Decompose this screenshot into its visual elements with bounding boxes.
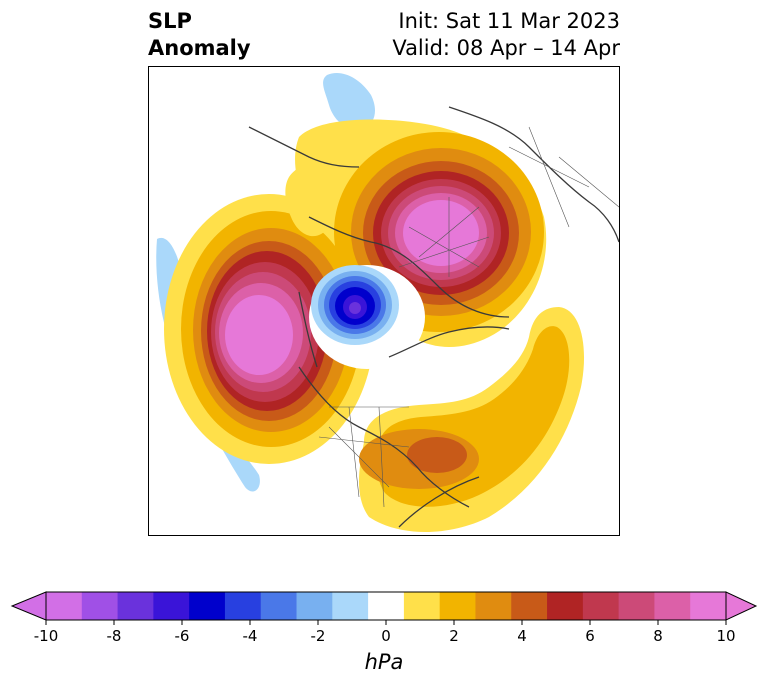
map-dates: Init: Sat 11 Mar 2023 Valid: 08 Apr – 14… xyxy=(260,8,620,62)
map-title: SLP Anomaly xyxy=(148,8,348,62)
colorbar-swatch xyxy=(260,592,298,620)
colorbar-swatch xyxy=(368,592,405,620)
colorbar-tick-label: 8 xyxy=(653,627,663,645)
colorbar-swatch xyxy=(582,592,620,620)
colorbar-under-arrow xyxy=(10,591,47,621)
colorbar-tick-label: 2 xyxy=(449,627,459,645)
colorbar xyxy=(10,591,758,625)
colorbar-tick-label: 6 xyxy=(585,627,595,645)
title-line-2: Anomaly xyxy=(148,36,251,60)
east-siberia-weak-low xyxy=(323,73,375,130)
colorbar-swatch xyxy=(46,592,83,620)
colorbar-swatch xyxy=(403,592,441,620)
colorbar-swatch xyxy=(189,592,226,620)
colorbar-swatch xyxy=(475,592,512,620)
colorbar-swatch xyxy=(332,592,369,620)
init-date: Init: Sat 11 Mar 2023 xyxy=(398,9,620,33)
colorbar-over-arrow xyxy=(725,591,758,621)
colorbar-swatch xyxy=(690,592,727,620)
coastlines xyxy=(248,106,619,528)
colorbar-swatch xyxy=(439,592,476,620)
north-pacific-high xyxy=(164,194,374,464)
map-panel xyxy=(148,66,620,536)
colorbar-swatch xyxy=(117,592,154,620)
colorbar-swatch xyxy=(153,592,190,620)
colorbar-swatch xyxy=(654,592,691,620)
title-line-1: SLP xyxy=(148,9,192,33)
colorbar-swatch xyxy=(547,592,584,620)
colorbar-tick-label: -2 xyxy=(310,627,326,645)
colorbar-tick-label: -4 xyxy=(242,627,258,645)
colorbar-swatch xyxy=(511,592,548,620)
valid-period: Valid: 08 Apr – 14 Apr xyxy=(392,36,620,60)
colorbar-swatch xyxy=(81,592,119,620)
colorbar-swatch xyxy=(296,592,333,620)
colorbar-tick-label: 0 xyxy=(381,627,391,645)
northeast-russia-high xyxy=(334,132,544,332)
colorbar-tick-label: -10 xyxy=(33,627,59,645)
colorbar-units: hPa xyxy=(364,650,404,674)
colorbar-tick-label: 10 xyxy=(716,627,736,645)
colorbar-swatch xyxy=(618,592,655,620)
colorbar-tick-label: -8 xyxy=(106,627,122,645)
colorbar-tick-label: 4 xyxy=(517,627,527,645)
country-borders xyxy=(318,126,619,508)
colorbar-swatch xyxy=(224,592,262,620)
arctic-low xyxy=(311,265,399,345)
anomaly-map xyxy=(156,73,619,532)
colorbar-tick-label: -6 xyxy=(174,627,190,645)
